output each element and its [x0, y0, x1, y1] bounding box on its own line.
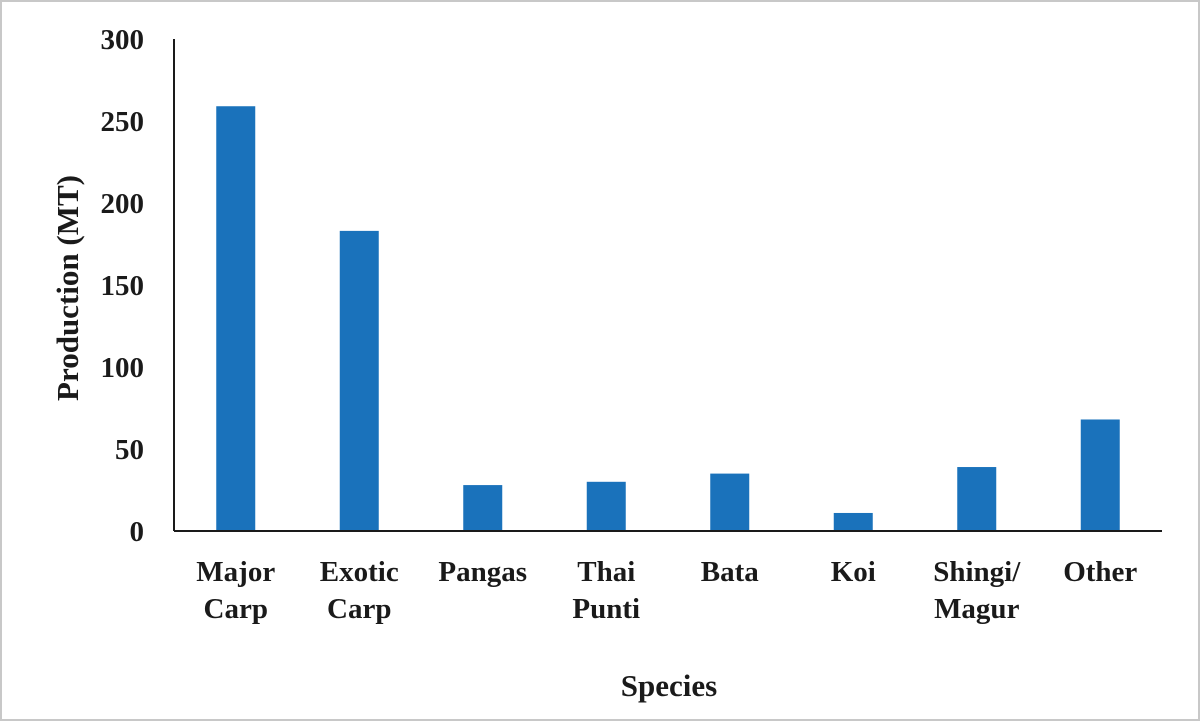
x-tick-label-6: Shingi/Magur [933, 556, 1021, 625]
bar-3 [586, 481, 626, 531]
y-tick-label-4: 200 [101, 188, 145, 220]
y-tick-label-0: 0 [130, 516, 145, 548]
y-tick-label-3: 150 [101, 270, 145, 302]
y-axis-title: Production (MT) [50, 175, 85, 401]
x-tick-label-4: Bata [701, 556, 760, 588]
y-tick-labels: 0 50 100 150 200 250 300 [101, 24, 145, 548]
y-tick-label-1: 50 [115, 434, 144, 466]
bars-group [216, 106, 1120, 532]
x-tick-label-5: Koi [831, 556, 876, 588]
x-tick-label-2: Pangas [438, 556, 527, 588]
y-tick-label-5: 250 [101, 106, 145, 138]
x-tick-label-3: Thai Punti [572, 556, 640, 625]
x-axis-title: Species [621, 668, 717, 703]
bar-0 [216, 106, 256, 532]
x-tick-label-0: Major Carp [196, 556, 275, 625]
bar-5 [833, 512, 873, 531]
x-tick-label-1: Exotic Carp [320, 556, 399, 625]
y-tick-label-6: 300 [101, 24, 145, 56]
y-tick-label-2: 100 [101, 352, 145, 384]
bar-6 [957, 467, 997, 531]
bar-2 [463, 485, 503, 531]
bar-1 [339, 230, 379, 531]
bar-4 [710, 473, 750, 531]
bar-7 [1080, 419, 1120, 531]
axes-group [173, 39, 1162, 532]
x-tick-labels: Major Carp Exotic Carp Pangas Thai Punti Bata Ko… [196, 556, 1137, 625]
x-tick-label-7: Other [1063, 556, 1137, 588]
